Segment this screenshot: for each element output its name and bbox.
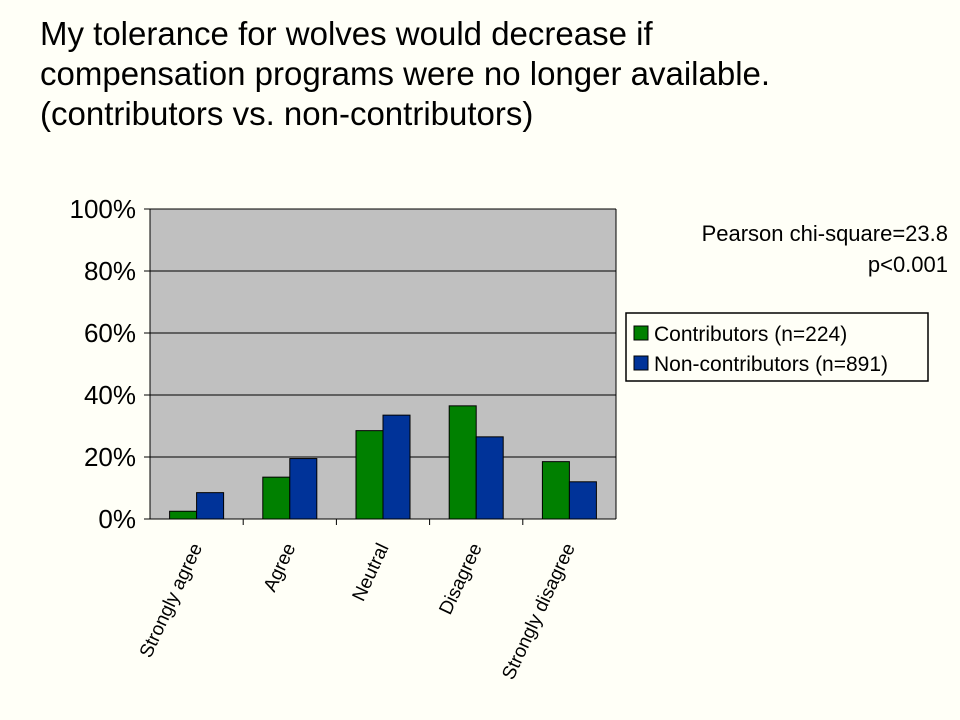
bar-contributors <box>448 405 477 520</box>
bar-non-contributors <box>289 458 318 520</box>
y-tick-label: 60% <box>84 318 136 348</box>
bars <box>169 405 597 520</box>
x-tick-label: Strongly agree <box>136 540 207 661</box>
x-tick-label: Strongly disagree <box>498 540 580 683</box>
bar-non-contributors <box>475 436 504 520</box>
slide-title: My tolerance for wolves would decrease i… <box>40 14 940 134</box>
bar-contributors <box>262 476 291 520</box>
bar-non-contributors <box>382 414 411 520</box>
y-tick-label: 0% <box>98 504 136 534</box>
bar-non-contributors <box>568 481 597 520</box>
axes <box>144 208 617 525</box>
p-value-text: p<0.001 <box>867 252 948 277</box>
y-tick-label: 80% <box>84 256 136 286</box>
chi-square-text: Pearson chi-square=23.8 <box>701 221 948 246</box>
bar-contributors <box>355 430 384 520</box>
x-tick-label: Agree <box>260 540 300 595</box>
legend-label: Non-contributors (n=891) <box>654 353 888 376</box>
legend: Contributors (n=224) Non-contributors (n=… <box>625 312 929 382</box>
y-tick-label: 40% <box>84 380 136 410</box>
legend-box <box>625 312 929 382</box>
x-tick-label: Neutral <box>349 540 394 604</box>
y-axis-tick-labels: 0% 20% 40% 60% 80% 100% <box>70 194 137 534</box>
x-tick-label: Disagree <box>436 540 487 618</box>
y-tick-label: 20% <box>84 442 136 472</box>
y-tick-label: 100% <box>70 194 137 224</box>
statistics-note: Pearson chi-square=23.8 p<0.001 <box>702 218 948 280</box>
x-axis-tick-labels: Strongly agree Agree Neutral Disagree Strong… <box>136 540 580 683</box>
bar-contributors <box>541 461 570 520</box>
title-line: My tolerance for wolves would decrease i… <box>40 15 653 52</box>
title-line: (contributors vs. non-contributors) <box>40 95 534 132</box>
gridlines <box>150 208 616 458</box>
legend-swatch <box>633 355 649 371</box>
legend-label: Contributors (n=224) <box>654 323 847 346</box>
legend-swatch <box>633 325 649 341</box>
bar-non-contributors <box>196 492 225 520</box>
title-line: compensation programs were no longer ava… <box>40 55 771 92</box>
bar-contributors <box>169 510 198 520</box>
